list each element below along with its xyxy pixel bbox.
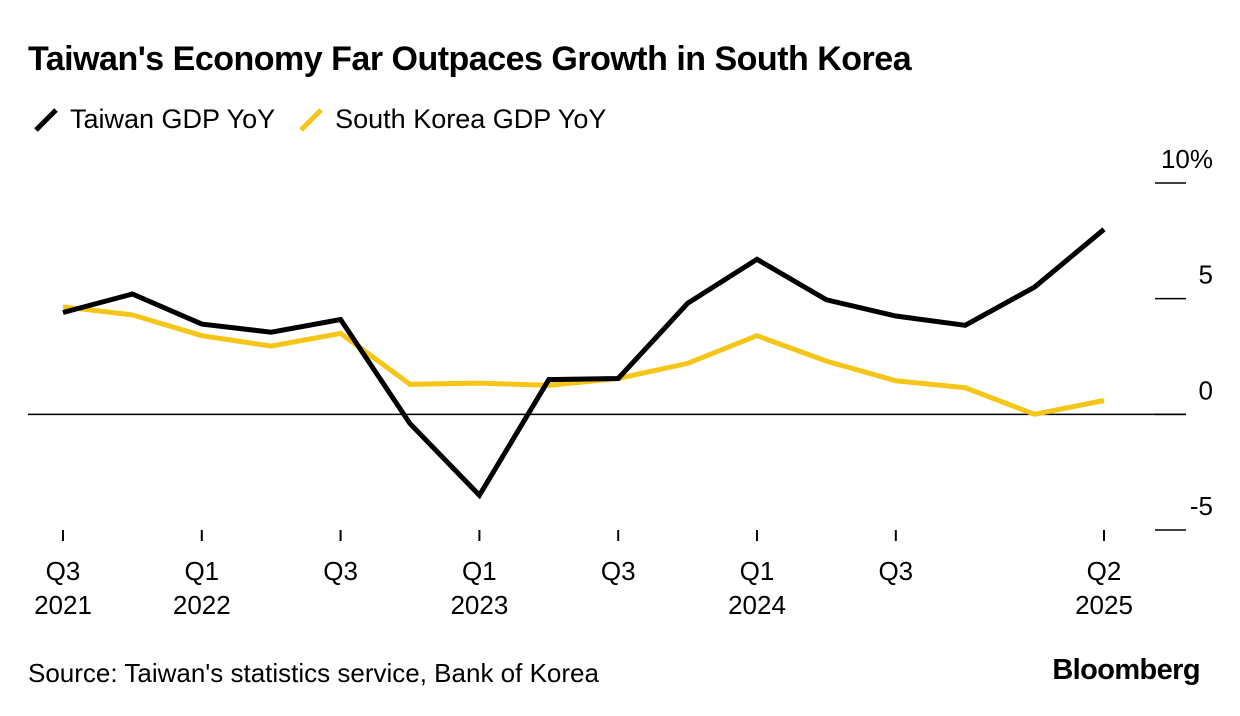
y-tick-label-2: 0 <box>1199 375 1213 405</box>
bloomberg-logo: Bloomberg <box>1052 654 1200 686</box>
x-tick-year-7: 2025 <box>1075 590 1133 620</box>
x-tick-year-3: 2023 <box>450 590 508 620</box>
x-tick-label-6: Q3 <box>878 556 913 586</box>
x-tick-year-5: 2024 <box>728 590 786 620</box>
y-tick-label-1: 5 <box>1199 260 1213 290</box>
x-tick-year-1: 2022 <box>173 590 231 620</box>
legend-item-south-korea: South Korea GDP YoY <box>297 104 606 135</box>
x-tick-label-0: Q3 <box>46 556 81 586</box>
legend-label-taiwan: Taiwan GDP YoY <box>70 104 276 134</box>
x-tick-label-7: Q2 <box>1087 556 1122 586</box>
chart-legend: Taiwan GDP YoY South Korea GDP YoY <box>32 104 628 135</box>
x-tick-label-3: Q1 <box>462 556 497 586</box>
x-tick-label-5: Q1 <box>740 556 775 586</box>
source-note: Source: Taiwan's statistics service, Ban… <box>28 658 599 688</box>
y-tick-label-3: -5 <box>1190 491 1213 521</box>
legend-item-taiwan: Taiwan GDP YoY <box>32 104 275 135</box>
chart-title: Taiwan's Economy Far Outpaces Growth in … <box>28 40 912 78</box>
series-line-taiwan-gdp-yoy <box>62 227 1106 500</box>
x-tick-label-2: Q3 <box>323 556 358 586</box>
series-line-south-korea-gdp-yoy <box>62 304 1105 417</box>
x-tick-label-1: Q1 <box>184 556 219 586</box>
legend-swatch-taiwan <box>34 107 58 132</box>
x-tick-label-4: Q3 <box>601 556 636 586</box>
legend-label-south-korea: South Korea GDP YoY <box>335 104 607 134</box>
y-tick-label-0: 10% <box>1161 144 1213 174</box>
x-tick-year-0: 2021 <box>34 590 92 620</box>
legend-swatch-south-korea <box>299 107 323 132</box>
